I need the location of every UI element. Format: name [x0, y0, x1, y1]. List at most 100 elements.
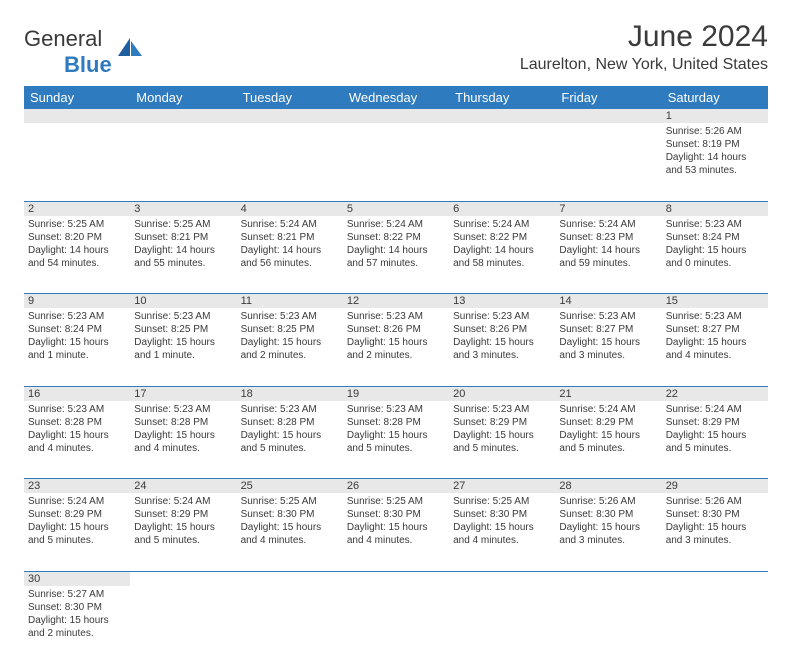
day-number-cell: 7	[555, 201, 661, 216]
day-number-cell: 6	[449, 201, 555, 216]
sunset-text: Sunset: 8:25 PM	[241, 323, 339, 336]
day-cell: Sunrise: 5:25 AMSunset: 8:30 PMDaylight:…	[449, 493, 555, 571]
day-cell	[237, 586, 343, 664]
sunrise-text: Sunrise: 5:25 AM	[453, 495, 551, 508]
content-row: Sunrise: 5:23 AMSunset: 8:28 PMDaylight:…	[24, 401, 768, 479]
day-number-cell: 22	[662, 386, 768, 401]
day-header: Monday	[130, 86, 236, 109]
daylight-text: Daylight: 14 hours and 53 minutes.	[666, 151, 764, 177]
day-cell: Sunrise: 5:24 AMSunset: 8:23 PMDaylight:…	[555, 216, 661, 294]
day-cell: Sunrise: 5:23 AMSunset: 8:28 PMDaylight:…	[343, 401, 449, 479]
daylight-text: Daylight: 14 hours and 59 minutes.	[559, 244, 657, 270]
sunrise-text: Sunrise: 5:24 AM	[559, 403, 657, 416]
header: General Blue June 2024 Laurelton, New Yo…	[24, 20, 768, 78]
daylight-text: Daylight: 15 hours and 4 minutes.	[453, 521, 551, 547]
daynum-row: 16171819202122	[24, 386, 768, 401]
day-cell: Sunrise: 5:25 AMSunset: 8:20 PMDaylight:…	[24, 216, 130, 294]
day-number-cell: 25	[237, 479, 343, 494]
day-cell: Sunrise: 5:26 AMSunset: 8:30 PMDaylight:…	[662, 493, 768, 571]
sunrise-text: Sunrise: 5:23 AM	[134, 403, 232, 416]
daylight-text: Daylight: 15 hours and 3 minutes.	[666, 521, 764, 547]
daylight-text: Daylight: 15 hours and 5 minutes.	[666, 429, 764, 455]
sunset-text: Sunset: 8:30 PM	[559, 508, 657, 521]
day-number-cell: 23	[24, 479, 130, 494]
sunrise-text: Sunrise: 5:23 AM	[453, 403, 551, 416]
sunset-text: Sunset: 8:28 PM	[347, 416, 445, 429]
day-cell	[555, 123, 661, 201]
sunrise-text: Sunrise: 5:23 AM	[559, 310, 657, 323]
logo-text: General Blue	[24, 26, 112, 78]
sunrise-text: Sunrise: 5:23 AM	[134, 310, 232, 323]
day-cell: Sunrise: 5:23 AMSunset: 8:25 PMDaylight:…	[237, 308, 343, 386]
daylight-text: Daylight: 15 hours and 5 minutes.	[241, 429, 339, 455]
day-number-cell	[24, 109, 130, 123]
day-number-cell: 4	[237, 201, 343, 216]
day-cell	[449, 586, 555, 664]
sunset-text: Sunset: 8:24 PM	[28, 323, 126, 336]
day-cell	[662, 586, 768, 664]
sunrise-text: Sunrise: 5:24 AM	[241, 218, 339, 231]
day-cell	[343, 586, 449, 664]
day-number-cell: 18	[237, 386, 343, 401]
sunrise-text: Sunrise: 5:23 AM	[241, 310, 339, 323]
sunset-text: Sunset: 8:20 PM	[28, 231, 126, 244]
day-cell: Sunrise: 5:26 AMSunset: 8:19 PMDaylight:…	[662, 123, 768, 201]
day-cell: Sunrise: 5:24 AMSunset: 8:22 PMDaylight:…	[343, 216, 449, 294]
day-number-cell: 13	[449, 294, 555, 309]
logo: General Blue	[24, 26, 144, 78]
sunset-text: Sunset: 8:23 PM	[559, 231, 657, 244]
sunset-text: Sunset: 8:29 PM	[559, 416, 657, 429]
day-number-cell: 1	[662, 109, 768, 123]
day-number-cell: 17	[130, 386, 236, 401]
day-cell: Sunrise: 5:23 AMSunset: 8:24 PMDaylight:…	[662, 216, 768, 294]
content-row: Sunrise: 5:23 AM Sunset: 8:24 PM Daylight:…	[24, 308, 768, 386]
daynum-row: 9101112131415	[24, 294, 768, 309]
sunrise-text: Sunrise: 5:23 AM	[347, 403, 445, 416]
day-cell	[24, 123, 130, 201]
daylight-text: Daylight: 15 hours and 5 minutes.	[453, 429, 551, 455]
sunset-text: Sunset: 8:29 PM	[28, 508, 126, 521]
day-cell: Sunrise: 5:24 AMSunset: 8:29 PMDaylight:…	[130, 493, 236, 571]
day-number-cell	[662, 571, 768, 586]
sunset-text: Sunset: 8:28 PM	[28, 416, 126, 429]
content-row: Sunrise: 5:25 AMSunset: 8:20 PMDaylight:…	[24, 216, 768, 294]
daylight-text: Daylight: 14 hours and 54 minutes.	[28, 244, 126, 270]
daylight-text: Daylight: 15 hours and 4 minutes.	[666, 336, 764, 362]
daylight-text: Daylight: 15 hours and 5 minutes.	[28, 521, 126, 547]
sunrise-text: Sunrise: 5:24 AM	[666, 403, 764, 416]
day-header: Tuesday	[237, 86, 343, 109]
day-header: Sunday	[24, 86, 130, 109]
day-number-cell	[449, 571, 555, 586]
sunrise-text: Sunrise: 5:23 AM	[666, 218, 764, 231]
daylight-text: Daylight: 15 hours and 4 minutes.	[347, 521, 445, 547]
day-header-row: SundayMondayTuesdayWednesdayThursdayFrid…	[24, 86, 768, 109]
sunset-text: Sunset: 8:26 PM	[347, 323, 445, 336]
daylight-text: Daylight: 15 hours and 5 minutes.	[134, 521, 232, 547]
day-number-cell: 26	[343, 479, 449, 494]
day-cell: Sunrise: 5:23 AMSunset: 8:28 PMDaylight:…	[237, 401, 343, 479]
day-cell	[130, 123, 236, 201]
day-number-cell	[237, 109, 343, 123]
daylight-text: Daylight: 15 hours and 3 minutes.	[559, 521, 657, 547]
sunset-text: Sunset: 8:22 PM	[347, 231, 445, 244]
daynum-row: 1	[24, 109, 768, 123]
sunset-text: Sunset: 8:22 PM	[453, 231, 551, 244]
day-cell: Sunrise: 5:23 AMSunset: 8:28 PMDaylight:…	[130, 401, 236, 479]
daylight-text: Daylight: 15 hours and 4 minutes.	[134, 429, 232, 455]
sunrise-text: Sunrise: 5:24 AM	[347, 218, 445, 231]
sunrise-text: Sunrise: 5:23 AM	[241, 403, 339, 416]
day-cell: Sunrise: 5:23 AMSunset: 8:27 PMDaylight:…	[555, 308, 661, 386]
day-cell: Sunrise: 5:25 AMSunset: 8:21 PMDaylight:…	[130, 216, 236, 294]
day-number-cell	[130, 109, 236, 123]
daynum-row: 2345678	[24, 201, 768, 216]
day-number-cell	[343, 109, 449, 123]
sunrise-text: Sunrise: 5:24 AM	[28, 495, 126, 508]
location: Laurelton, New York, United States	[520, 56, 768, 74]
day-header: Thursday	[449, 86, 555, 109]
day-number-cell: 16	[24, 386, 130, 401]
daylight-text: Daylight: 14 hours and 56 minutes.	[241, 244, 339, 270]
day-number-cell: 30	[24, 571, 130, 586]
sunrise-text: Sunrise: 5:26 AM	[666, 125, 764, 138]
daylight-text: Daylight: 14 hours and 55 minutes.	[134, 244, 232, 270]
day-cell	[130, 586, 236, 664]
